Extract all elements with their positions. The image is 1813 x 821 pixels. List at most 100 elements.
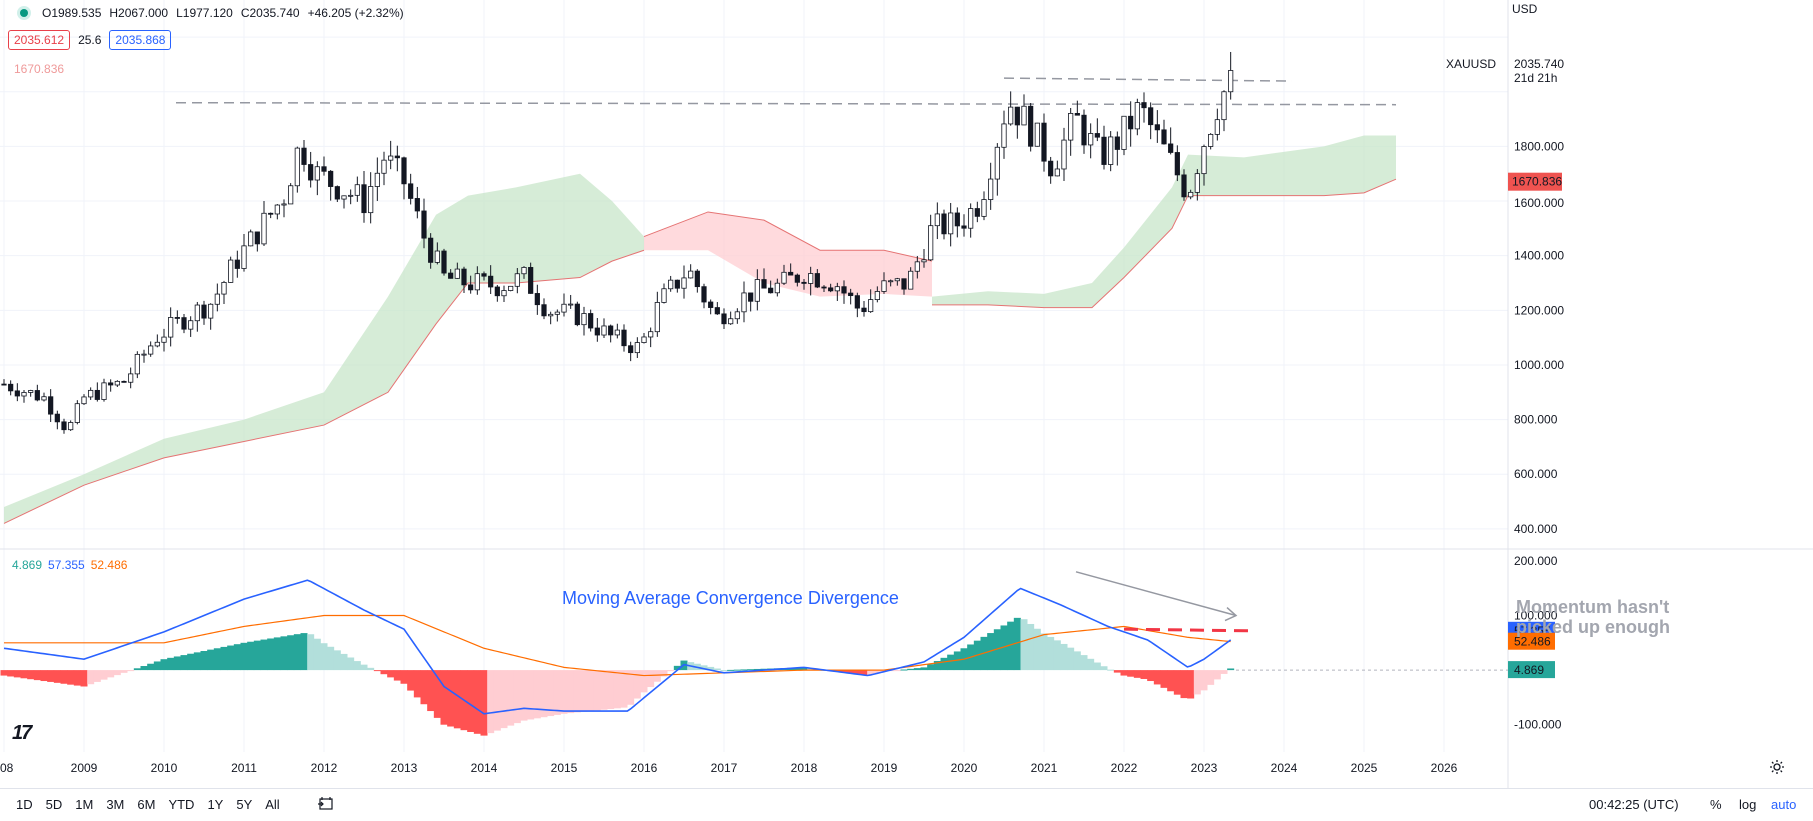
macd-histogram-bar [553,670,561,715]
macd-histogram-bar [1180,670,1188,699]
candle [561,293,567,317]
macd-histogram-bar [807,668,815,671]
timeframe-5y-button[interactable]: 5Y [236,797,253,812]
macd-histogram-bar [1107,669,1115,671]
candle [314,161,320,196]
timeframe-5d-button[interactable]: 5D [45,797,63,812]
macd-pane [0,571,1508,736]
candle [948,202,954,247]
candle [248,229,254,247]
candle-body [261,212,267,245]
macd-histogram-bar [1213,670,1221,680]
candle-body [581,313,587,326]
candle [388,140,394,170]
macd-histogram-bar [113,670,121,676]
candle-body [994,146,1000,180]
candle-body [534,293,540,306]
candle [1101,125,1107,170]
cloud-bullish-future [932,135,1396,308]
candle [854,292,860,318]
time-tick-label: 2024 [1271,761,1298,775]
macd-histogram-bar [73,670,81,686]
macd-histogram-bar [400,670,408,684]
candle [574,301,580,327]
timeframe-1m-button[interactable]: 1M [75,797,94,812]
candle [374,157,380,201]
macd-histogram-bar [313,638,321,671]
signal-value-badge: 52.486 [1514,635,1551,649]
percent-scale-toggle[interactable]: % [1710,797,1722,812]
macd-histogram-bar [233,644,241,671]
candle [334,185,340,203]
utc-clock[interactable]: 00:42:25 (UTC) [1589,797,1679,812]
macd-histogram-bar [1040,633,1048,671]
candle-body [1028,105,1034,147]
log-scale-toggle[interactable]: log [1739,797,1757,812]
candle [1148,102,1154,140]
date-range-icon[interactable] [318,797,334,811]
candle [874,286,880,303]
macd-histogram-bar [307,634,315,671]
candle [661,283,667,304]
gear-icon[interactable] [1769,759,1785,775]
timeframe-1d-button[interactable]: 1D [16,797,33,812]
candle-body [781,271,787,284]
macd-histogram-bar [1207,670,1215,685]
tradingview-logo[interactable]: 17 [12,722,32,744]
timeframe-all-button[interactable]: All [265,797,280,812]
timeframe-1y-button[interactable]: 1Y [207,797,224,812]
time-tick-label: 2014 [471,761,498,775]
candle-body [228,259,234,283]
time-tick-label: 2021 [1031,761,1058,775]
macd-legend-signal: 52.486 [90,558,128,572]
candle [1128,101,1134,147]
candle-body [568,303,574,306]
macd-histogram-bar [280,636,288,671]
candle-body [68,422,74,431]
candle [54,410,60,430]
macd-histogram-bar [627,670,635,705]
candle [1094,118,1100,142]
macd-histogram-bar [247,641,255,671]
macd-histogram-bar [413,670,421,698]
candle-body [488,275,494,288]
candle-body [714,307,720,315]
candle-body [254,231,260,245]
candle-body [608,325,614,336]
macd-histogram-bar [473,670,481,734]
candle-body [428,237,434,263]
candle [961,214,967,237]
candle-body [748,292,754,302]
candle-body [174,317,180,319]
candle [994,143,1000,196]
candle [648,327,654,348]
timeframe-ytd-button[interactable]: YTD [168,797,195,812]
candle-body [928,225,934,261]
candle [1048,156,1054,184]
candle [568,294,574,309]
macd-histogram-bar [467,670,475,732]
candle-body [648,331,654,338]
candle-body [394,155,400,159]
macd-histogram-bar [387,670,395,678]
candle [208,303,214,330]
candle [1028,102,1034,152]
candle [134,351,140,379]
macd-histogram-bar [80,670,88,687]
candle-body [1134,102,1140,130]
auto-scale-toggle[interactable]: auto [1771,797,1797,812]
candle-body [1001,123,1007,148]
candle [694,269,700,293]
candle-body [1081,114,1087,146]
candle [48,389,54,422]
candle [174,310,180,324]
candle [108,379,114,392]
candle [981,191,987,221]
candle [68,420,74,431]
timeframe-3m-button[interactable]: 3M [106,797,125,812]
candle [8,380,14,396]
timeframe-6m-button[interactable]: 6M [137,797,156,812]
candle [254,231,260,252]
